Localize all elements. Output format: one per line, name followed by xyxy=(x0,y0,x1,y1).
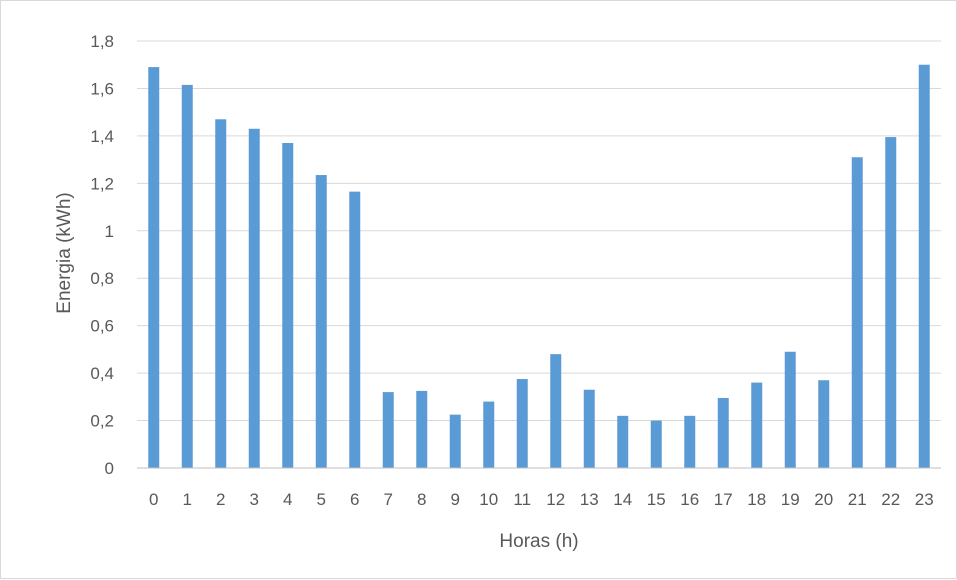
bar-hour-13 xyxy=(583,389,595,468)
bar-hour-2 xyxy=(215,119,227,469)
bar-hour-11 xyxy=(516,379,528,468)
x-tick-label: 21 xyxy=(848,490,867,509)
bar-hour-3 xyxy=(248,128,260,468)
gridlines xyxy=(137,40,941,422)
x-tick-label: 18 xyxy=(747,490,766,509)
x-tick-label: 13 xyxy=(580,490,599,509)
x-tick-label: 23 xyxy=(915,490,934,509)
bar-hour-1 xyxy=(181,84,193,468)
bar-hour-6 xyxy=(349,191,361,468)
x-tick-label: 8 xyxy=(417,490,426,509)
x-tick-label: 20 xyxy=(814,490,833,509)
y-axis-title: Energia (kWh) xyxy=(54,192,75,313)
y-tick-label: 0,6 xyxy=(90,317,114,336)
bar-hour-10 xyxy=(483,401,495,468)
x-tick-label: 17 xyxy=(714,490,733,509)
y-tick-label: 0 xyxy=(105,459,114,478)
bar-hour-7 xyxy=(382,392,394,468)
x-tick-label: 7 xyxy=(384,490,393,509)
x-tick-label: 3 xyxy=(250,490,259,509)
y-tick-label: 1,2 xyxy=(90,174,114,193)
x-tick-label: 0 xyxy=(149,490,158,509)
y-tick-label: 1 xyxy=(105,222,114,241)
x-tick-label: 11 xyxy=(513,490,531,509)
bar-hour-14 xyxy=(617,415,629,468)
y-tick-label: 1,8 xyxy=(90,32,114,51)
bar-hour-22 xyxy=(885,137,897,468)
bars xyxy=(148,64,930,469)
y-tick-label: 0,2 xyxy=(90,412,114,431)
bar-hour-16 xyxy=(684,415,696,468)
bar-hour-18 xyxy=(751,382,763,468)
bar-hour-8 xyxy=(416,390,428,468)
bar-hour-17 xyxy=(717,398,729,468)
y-tick-label: 0,4 xyxy=(90,364,114,383)
x-tick-label: 6 xyxy=(350,490,359,509)
x-tick-label: 16 xyxy=(680,490,699,509)
bar-hour-23 xyxy=(918,64,930,468)
x-tick-label: 2 xyxy=(216,490,225,509)
x-tick-labels: 0 1 2 3 4 5 6 7 8 9 10 11 12 13 14 15 16 17 18 19 20 21 22 23 xyxy=(149,490,934,509)
bar-hour-5 xyxy=(315,175,327,468)
y-tick-label: 1,6 xyxy=(90,79,114,98)
x-tick-label: 14 xyxy=(613,490,632,509)
bar-hour-9 xyxy=(449,414,461,468)
x-tick-label: 9 xyxy=(451,490,460,509)
bar-hour-19 xyxy=(784,351,796,468)
x-tick-label: 4 xyxy=(283,490,292,509)
x-tick-label: 15 xyxy=(647,490,666,509)
x-tick-label: 22 xyxy=(881,490,900,509)
bar-hour-4 xyxy=(282,143,294,468)
x-tick-label: 12 xyxy=(546,490,565,509)
y-tick-label: 0,8 xyxy=(90,269,114,288)
x-axis-title: Horas (h) xyxy=(499,531,578,552)
y-tick-labels: 0 0,2 0,4 0,6 0,8 1 1,2 1,4 1,6 1,8 xyxy=(90,32,114,478)
y-tick-label: 1,4 xyxy=(90,127,114,146)
bar-hour-20 xyxy=(818,380,830,468)
bar-hour-12 xyxy=(550,354,562,468)
bar-hour-15 xyxy=(650,420,662,468)
x-tick-label: 19 xyxy=(781,490,800,509)
x-tick-label: 10 xyxy=(479,490,498,509)
bar-hour-21 xyxy=(851,157,863,468)
x-tick-label: 5 xyxy=(317,490,326,509)
bar-hour-0 xyxy=(148,67,160,468)
x-tick-label: 1 xyxy=(183,490,192,509)
